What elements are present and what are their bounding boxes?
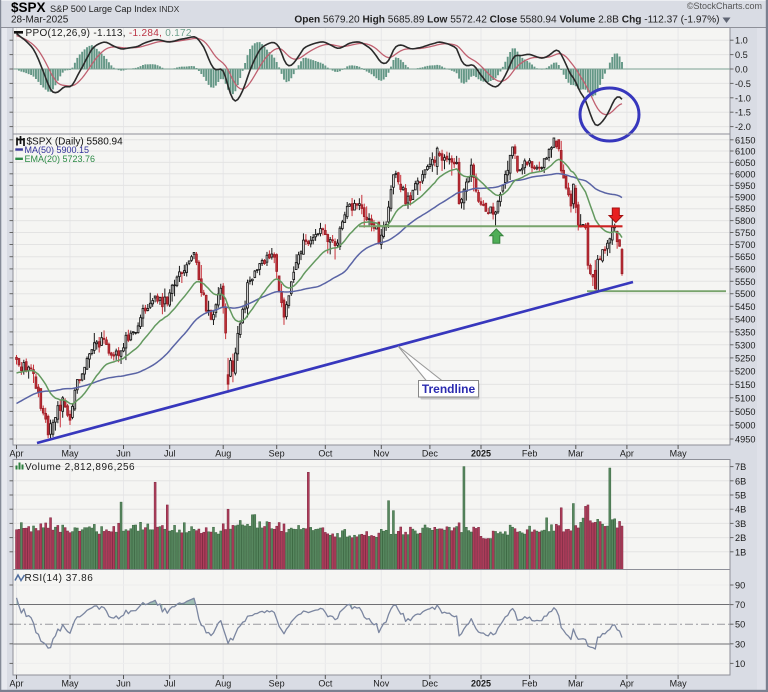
svg-text:Apr: Apr	[9, 679, 23, 689]
svg-text:5950: 5950	[735, 181, 755, 191]
svg-text:5100: 5100	[735, 393, 755, 403]
svg-text:5150: 5150	[735, 380, 755, 390]
svg-text:$SPX (Daily) 5580.94: $SPX (Daily) 5580.94	[27, 137, 124, 148]
svg-text:$SPX: $SPX	[11, 0, 46, 15]
svg-text:0.0: 0.0	[735, 65, 748, 75]
svg-text:5750: 5750	[735, 228, 755, 238]
svg-text:5850: 5850	[735, 204, 755, 214]
svg-text:7B: 7B	[735, 462, 746, 472]
svg-text:PPO(12,26,9) -1.113, -1.284, 0: PPO(12,26,9) -1.113, -1.284, 0.172	[26, 28, 192, 39]
svg-text:5700: 5700	[735, 240, 755, 250]
svg-text:Mar: Mar	[568, 449, 584, 459]
svg-text:5650: 5650	[735, 252, 755, 262]
svg-text:6B: 6B	[735, 476, 746, 486]
svg-text:May: May	[61, 449, 79, 459]
svg-text:70: 70	[735, 600, 745, 610]
svg-text:Dec: Dec	[422, 679, 439, 689]
svg-text:Mar: Mar	[568, 679, 584, 689]
svg-text:Volume 2,812,896,256: Volume 2,812,896,256	[25, 462, 135, 473]
svg-text:5350: 5350	[735, 327, 755, 337]
svg-text:5450: 5450	[735, 302, 755, 312]
svg-text:4B: 4B	[735, 505, 746, 515]
svg-text:-2.0: -2.0	[735, 122, 751, 132]
svg-text:2B: 2B	[735, 533, 746, 543]
svg-text:Oct: Oct	[318, 449, 333, 459]
svg-text:Feb: Feb	[522, 679, 538, 689]
svg-text:May: May	[61, 679, 79, 689]
svg-text:Sep: Sep	[269, 449, 285, 459]
svg-text:Nov: Nov	[373, 679, 390, 689]
svg-text:5900: 5900	[735, 192, 755, 202]
svg-text:May: May	[670, 679, 688, 689]
svg-text:EMA(20) 5723.76: EMA(20) 5723.76	[25, 154, 96, 164]
svg-text:5200: 5200	[735, 367, 755, 377]
svg-text:RSI(14) 37.86: RSI(14) 37.86	[25, 573, 94, 584]
svg-text:90: 90	[735, 581, 745, 591]
svg-text:5250: 5250	[735, 353, 755, 363]
svg-text:Nov: Nov	[373, 449, 390, 459]
svg-text:3B: 3B	[735, 519, 746, 529]
svg-text:Trendline: Trendline	[422, 382, 476, 396]
svg-text:MA(50) 5900.15: MA(50) 5900.15	[25, 145, 90, 155]
svg-text:S&P 500 Large Cap Index: S&P 500 Large Cap Index	[50, 4, 157, 14]
svg-text:May: May	[670, 449, 688, 459]
svg-text:50: 50	[735, 620, 745, 630]
svg-text:Feb: Feb	[522, 449, 538, 459]
svg-text:5500: 5500	[735, 289, 755, 299]
svg-text:5000: 5000	[735, 421, 755, 431]
svg-text:4950: 4950	[735, 434, 755, 444]
svg-text:30: 30	[735, 639, 745, 649]
svg-text:Apr: Apr	[620, 679, 634, 689]
svg-text:6100: 6100	[735, 147, 755, 157]
svg-text:Aug: Aug	[215, 449, 231, 459]
svg-text:Jul: Jul	[164, 449, 176, 459]
svg-text:6150: 6150	[735, 135, 755, 145]
svg-text:-0.5: -0.5	[735, 79, 751, 89]
svg-text:6050: 6050	[735, 158, 755, 168]
svg-text:1.0: 1.0	[735, 36, 748, 46]
svg-text:Oct: Oct	[318, 679, 333, 689]
svg-text:Jul: Jul	[164, 679, 176, 689]
svg-text:0.5: 0.5	[735, 50, 748, 60]
svg-text:5050: 5050	[735, 407, 755, 417]
svg-text:28-Mar-2025: 28-Mar-2025	[11, 15, 69, 26]
svg-text:©StockCharts.com: ©StockCharts.com	[687, 1, 762, 11]
svg-text:-1.0: -1.0	[735, 93, 751, 103]
svg-text:Apr: Apr	[620, 449, 634, 459]
svg-text:Dec: Dec	[422, 449, 439, 459]
svg-text:INDX: INDX	[159, 4, 180, 14]
svg-text:2025: 2025	[471, 449, 491, 459]
svg-text:5400: 5400	[735, 315, 755, 325]
svg-text:1B: 1B	[735, 547, 746, 557]
svg-text:Open 5679.20 High 5685.89 Low: Open 5679.20 High 5685.89 Low 5572.42 Cl…	[294, 15, 719, 26]
svg-text:Jun: Jun	[116, 679, 131, 689]
svg-text:5B: 5B	[735, 491, 746, 501]
svg-text:5600: 5600	[735, 264, 755, 274]
svg-text:5800: 5800	[735, 216, 755, 226]
svg-text:Jun: Jun	[116, 449, 131, 459]
svg-text:2025: 2025	[471, 679, 491, 689]
svg-text:Apr: Apr	[9, 449, 23, 459]
svg-text:6000: 6000	[735, 169, 755, 179]
svg-text:Sep: Sep	[269, 679, 285, 689]
svg-text:Aug: Aug	[215, 679, 231, 689]
svg-text:5300: 5300	[735, 340, 755, 350]
svg-text:-1.5: -1.5	[735, 108, 751, 118]
svg-text:10: 10	[735, 659, 745, 669]
svg-text:5550: 5550	[735, 277, 755, 287]
